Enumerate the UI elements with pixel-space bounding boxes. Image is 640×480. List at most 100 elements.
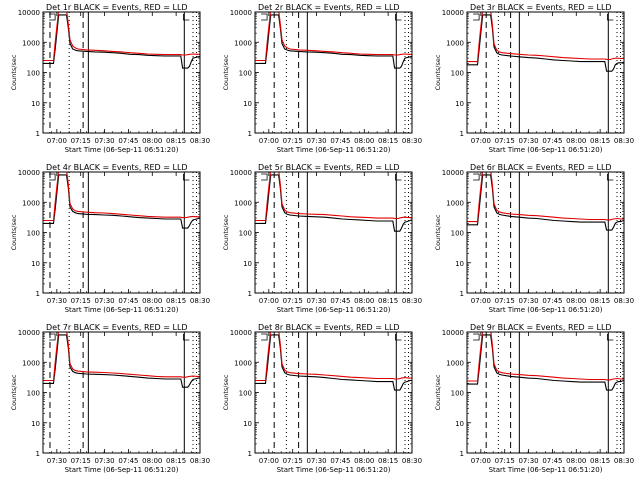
lld-series-line [43, 332, 200, 382]
x-tick-label: 08:15 [590, 457, 610, 465]
y-tick-label: 10000 [18, 169, 40, 177]
y-tick-label: 1 [460, 130, 464, 138]
x-axis-label: Start Time (06-Sep-11 06:51:20) [489, 466, 603, 474]
x-tick-label: 08:00 [566, 137, 586, 145]
x-tick-label: 07:15 [71, 297, 91, 305]
interval-bracket-mark [473, 13, 480, 21]
events-series-line [43, 14, 200, 69]
plot-frame [466, 171, 625, 294]
chart-panel: Det 5r BLACK = Events, RED = LLD 1 10 100 10… [222, 163, 422, 314]
y-tick-label: 100 [239, 70, 252, 78]
interval-bracket-mark [395, 334, 402, 341]
y-tick-label: 10 [243, 100, 252, 108]
interval-bracket-mark [473, 333, 480, 341]
x-tick-label: 08:00 [566, 297, 586, 305]
interval-bracket-mark [183, 14, 190, 21]
y-tick-label: 1 [248, 290, 252, 298]
x-tick-label: 08:00 [142, 297, 162, 305]
chart-title: Det 8r BLACK = Events, RED = LLD [258, 323, 400, 332]
y-tick-label: 1 [460, 450, 464, 458]
y-tick-label: 100 [451, 390, 464, 398]
y-tick-label: 100 [451, 230, 464, 238]
x-tick-label: 07:15 [283, 457, 303, 465]
interval-bracket-mark [395, 14, 402, 21]
y-tick-label: 1 [36, 290, 40, 298]
interval-bracket-mark [607, 174, 614, 181]
events-series-line [255, 334, 412, 391]
x-tick-label: 08:00 [566, 457, 586, 465]
chart-panel: Det 4r BLACK = Events, RED = LLD 1 10 100 10… [10, 163, 210, 314]
y-tick-label: 10000 [442, 169, 464, 177]
y-tick-label: 10 [243, 260, 252, 268]
chart-panel: Det 9r BLACK = Events, RED = LLD 1 10 100 10… [434, 323, 634, 474]
plot-frame [466, 11, 625, 134]
chart-panel: Det 1r BLACK = Events, RED = LLD 1 10 100 10… [10, 3, 210, 154]
interval-bracket-mark [183, 334, 190, 341]
x-tick-label: 07:00 [471, 297, 491, 305]
events-series-line [255, 174, 412, 232]
x-tick-label: 08:00 [354, 457, 374, 465]
x-tick-label: 07:00 [471, 457, 491, 465]
y-tick-label: 1 [36, 130, 40, 138]
chart-title: Det 5r BLACK = Events, RED = LLD [258, 163, 400, 172]
plot-data [467, 332, 624, 453]
y-tick-label: 1000 [234, 359, 252, 367]
x-tick-label: 08:30 [614, 297, 634, 305]
x-tick-label: 08:15 [166, 457, 186, 465]
x-tick-label: 07:15 [495, 457, 515, 465]
x-axis-label: Start Time (06-Sep-11 06:51:20) [277, 306, 391, 314]
x-tick-label: 07:45 [542, 137, 562, 145]
plot-frame [466, 331, 625, 454]
x-tick-label: 07:00 [259, 297, 279, 305]
chart-title: Det 1r BLACK = Events, RED = LLD [46, 3, 188, 12]
y-tick-label: 10 [455, 100, 464, 108]
x-tick-label: 08:15 [166, 297, 186, 305]
y-tick-label: 10 [455, 260, 464, 268]
x-tick-label: 07:45 [118, 297, 138, 305]
x-tick-label: 07:00 [471, 137, 491, 145]
x-tick-label: 07:15 [283, 137, 303, 145]
x-tick-label: 07:45 [330, 297, 350, 305]
x-tick-label: 07:45 [118, 457, 138, 465]
y-tick-label: 10 [31, 420, 40, 428]
x-tick-label: 07:30 [94, 297, 114, 305]
lld-series-line [43, 12, 200, 62]
y-axis-label: Counts/sec [10, 374, 18, 410]
y-tick-label: 1000 [234, 199, 252, 207]
events-series-line [255, 14, 412, 69]
x-tick-label: 07:15 [71, 137, 91, 145]
y-tick-label: 1000 [234, 39, 252, 47]
chart-title: Det 3r BLACK = Events, RED = LLD [470, 3, 612, 12]
chart-panel: Det 7r BLACK = Events, RED = LLD 1 10 100 10… [10, 323, 210, 474]
lld-series-line [467, 332, 624, 382]
y-axis-label: Counts/sec [222, 214, 230, 250]
y-tick-label: 10000 [18, 329, 40, 337]
x-tick-label: 08:00 [142, 137, 162, 145]
x-axis-label: Start Time (06-Sep-11 06:51:20) [277, 466, 391, 474]
plot-data [255, 12, 412, 133]
x-tick-label: 08:15 [378, 137, 398, 145]
events-series-line [43, 334, 200, 388]
y-axis-label: Counts/sec [434, 374, 442, 410]
x-tick-label: 08:00 [142, 457, 162, 465]
x-tick-label: 08:30 [402, 457, 422, 465]
interval-bracket-mark [607, 14, 614, 21]
interval-bracket-mark [261, 173, 268, 181]
x-tick-label: 08:15 [590, 137, 610, 145]
y-tick-label: 10000 [442, 9, 464, 17]
chart-panel: Det 8r BLACK = Events, RED = LLD 1 10 100 10… [222, 323, 422, 474]
x-axis-label: Start Time (06-Sep-11 06:51:20) [65, 146, 179, 154]
x-tick-label: 07:30 [306, 297, 326, 305]
x-tick-label: 07:45 [542, 297, 562, 305]
x-tick-label: 07:15 [495, 137, 515, 145]
x-tick-label: 07:15 [495, 297, 515, 305]
y-tick-label: 100 [27, 390, 40, 398]
x-tick-label: 08:15 [590, 297, 610, 305]
x-tick-label: 08:30 [614, 457, 634, 465]
x-tick-label: 07:30 [306, 137, 326, 145]
plot-data [43, 332, 200, 453]
x-tick-label: 07:30 [518, 297, 538, 305]
lld-series-line [255, 332, 412, 382]
interval-bracket-mark [261, 13, 268, 21]
x-tick-label: 07:00 [259, 137, 279, 145]
